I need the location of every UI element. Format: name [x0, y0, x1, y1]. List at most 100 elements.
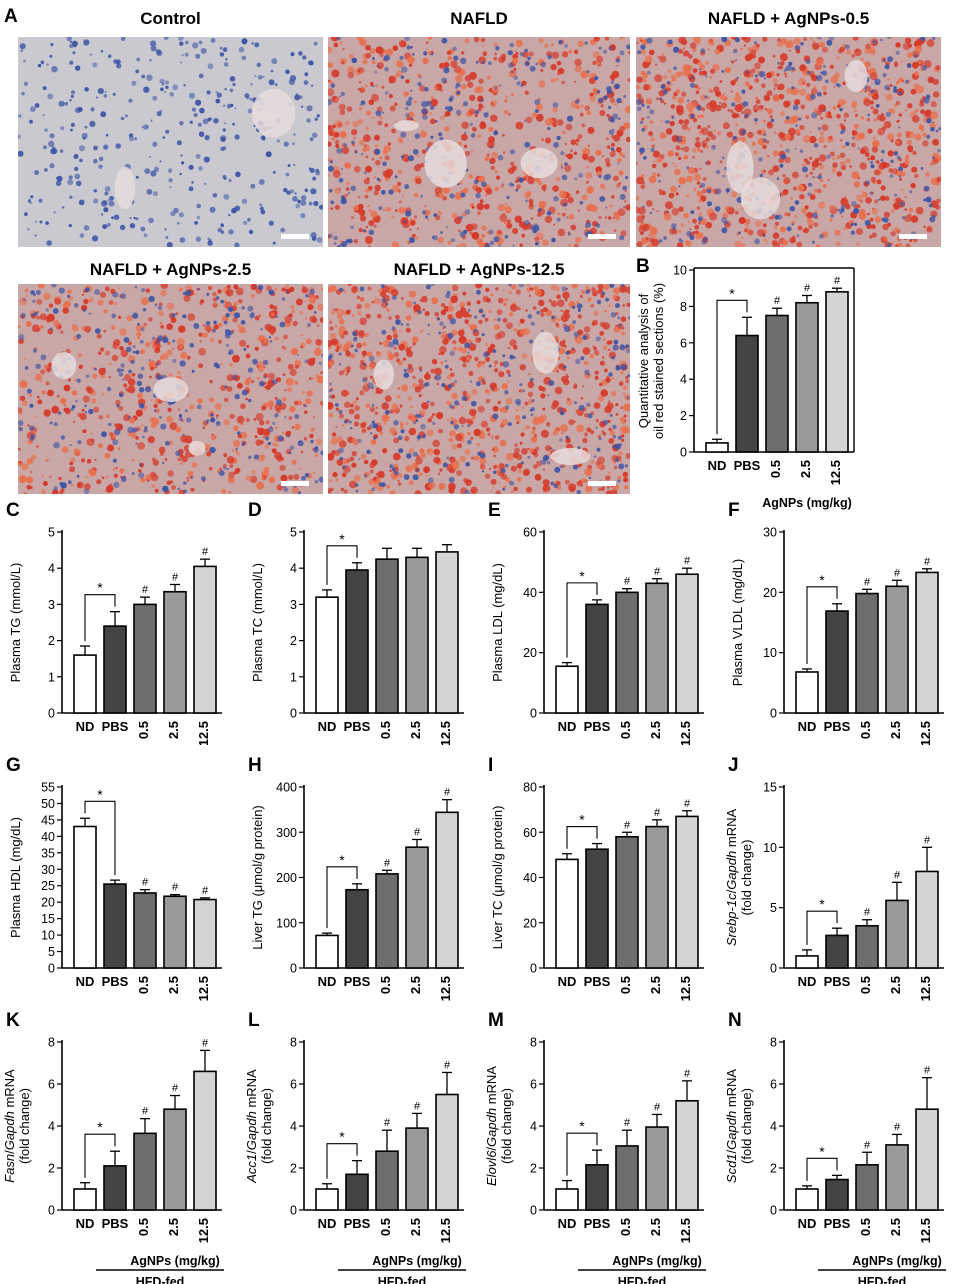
y-tick-label: 8 — [48, 1036, 55, 1050]
y-tick-label: 2 — [680, 409, 687, 423]
image-title-nafld: NAFLD — [450, 9, 508, 28]
group-label: HFD-fed — [378, 1275, 427, 1284]
y-axis-label: Plasma TC (mmol/L) — [250, 563, 265, 682]
y-tick-label: 3 — [290, 598, 297, 612]
x-tick-label: PBS — [102, 719, 129, 734]
y-axis-label: Liver TC (μmol/g protein) — [490, 806, 505, 950]
x-tick-label: 0.5 — [136, 976, 151, 994]
significance-star: * — [819, 572, 825, 588]
x-tick-label: 0.5 — [136, 721, 151, 739]
bar-ND — [795, 671, 819, 714]
y-tick-label: 4 — [530, 1120, 537, 1134]
x-tick-label: 0.5 — [136, 1218, 151, 1236]
y-tick-label: 25 — [41, 879, 55, 893]
significance-bracket — [84, 800, 116, 876]
x-tick-label: 12.5 — [438, 721, 453, 745]
x-tick-label: PBS — [734, 458, 761, 473]
bar-0.5 — [133, 892, 157, 969]
bar-PBS — [735, 334, 759, 453]
bar-2.5 — [405, 1127, 429, 1211]
bar-2.5 — [645, 1126, 669, 1211]
y-tick-label: 10 — [763, 841, 777, 855]
significance-hash: # — [774, 295, 781, 307]
significance-hash: # — [924, 556, 931, 568]
x-tick-label: PBS — [824, 719, 851, 734]
significance-bracket — [326, 1143, 358, 1179]
bar-2.5 — [163, 1108, 187, 1211]
y-axis-label: Scd1/Gapdh mRNA(fold change) — [724, 1069, 754, 1184]
y-axis-label: Acc1/Gapdh mRNA(fold change) — [244, 1069, 274, 1184]
micrograph-agnps-0-5 — [636, 37, 941, 247]
bar-ND — [795, 1188, 819, 1211]
x-tick-label: 0.5 — [618, 976, 633, 994]
bar-12.5 — [675, 1100, 699, 1211]
bar-2.5 — [885, 585, 909, 714]
x-tick-label: PBS — [824, 1216, 851, 1231]
bar-0.5 — [615, 591, 639, 714]
x-tick-label: 12.5 — [438, 1218, 453, 1243]
bar-ND — [555, 1188, 579, 1211]
bar-PBS — [585, 603, 609, 714]
y-tick-label: 20 — [41, 896, 55, 910]
y-tick-label: 0 — [48, 1204, 55, 1218]
x-tick-label: ND — [798, 719, 817, 734]
x-tick-label: 2.5 — [408, 721, 423, 739]
significance-hash: # — [864, 1139, 871, 1151]
x-tick-label: 2.5 — [648, 721, 663, 739]
x-tick-label: ND — [76, 1216, 95, 1231]
y-tick-label: 30 — [763, 526, 777, 540]
bar-ND — [705, 442, 729, 453]
x-tick-label: 0.5 — [378, 976, 393, 994]
significance-hash: # — [894, 567, 901, 579]
x-tick-label: 12.5 — [438, 976, 453, 1001]
chart-j: J Srebp-1c/Gapdh mRNA(fold change) 0 5 10 15 N… — [724, 755, 944, 1001]
treatment-label: AgNPs (mg/kg) — [852, 1254, 942, 1268]
y-tick-label: 60 — [523, 826, 537, 840]
scale-bar — [281, 481, 309, 486]
x-tick-label: ND — [558, 974, 577, 989]
significance-hash: # — [864, 907, 871, 919]
y-axis-label: Plasma LDL (mg/dL) — [490, 563, 505, 682]
y-axis-label: Quantitative analysis ofoil red stained … — [636, 283, 666, 439]
treatment-label: AgNPs (mg/kg) — [612, 1254, 702, 1268]
x-tick-label: 12.5 — [828, 460, 843, 485]
significance-bracket — [84, 594, 116, 642]
significance-hash: # — [654, 1101, 661, 1113]
significance-hash: # — [384, 857, 391, 869]
y-tick-label: 2 — [530, 1162, 537, 1176]
bar-12.5 — [193, 898, 217, 969]
significance-hash: # — [202, 546, 209, 558]
x-tick-label: 0.5 — [768, 460, 783, 478]
x-tick-label: ND — [318, 974, 337, 989]
x-tick-label: PBS — [584, 719, 611, 734]
y-tick-label: 40 — [523, 871, 537, 885]
bar-2.5 — [795, 301, 819, 453]
bar-0.5 — [133, 1132, 157, 1211]
image-title-agnps-2-5: NAFLD + AgNPs-2.5 — [89, 260, 252, 279]
y-tick-label: 6 — [530, 1078, 537, 1092]
y-tick-label: 2 — [770, 1162, 777, 1176]
x-tick-label: ND — [318, 719, 337, 734]
significance-hash: # — [684, 1068, 691, 1080]
significance-bracket — [806, 910, 838, 945]
bar-PBS — [103, 1165, 127, 1211]
significance-hash: # — [624, 819, 631, 831]
significance-hash: # — [142, 584, 149, 596]
panel-letter: L — [248, 1010, 260, 1031]
chart-d: D Plasma TC (mmol/L) 0 1 2 3 4 5 ND PBS 0.5 2.5 12.5… — [248, 500, 464, 745]
x-tick-label: PBS — [344, 974, 371, 989]
y-tick-label: 0 — [530, 707, 537, 721]
y-tick-label: 8 — [770, 1036, 777, 1050]
y-axis-label: Fasn/Gapdh mRNA(fold change) — [2, 1069, 32, 1183]
y-tick-label: 1 — [48, 670, 55, 684]
y-tick-label: 45 — [41, 813, 55, 827]
y-tick-label: 40 — [523, 586, 537, 600]
x-tick-label: PBS — [344, 719, 371, 734]
significance-hash: # — [624, 576, 631, 588]
chart-k: K Fasn/Gapdh mRNA(fold change) 0 2 4 6 8 ND PBS #… — [2, 1010, 224, 1284]
y-tick-label: 0 — [48, 962, 55, 976]
panel-letter: J — [728, 755, 739, 776]
chart-g: G Plasma HDL (mg/dL) 0 5 10 15 20 25 30 35 40 45 50 5… — [6, 755, 222, 1001]
micrograph-nafld — [328, 37, 630, 247]
x-tick-label: 12.5 — [196, 976, 211, 1001]
